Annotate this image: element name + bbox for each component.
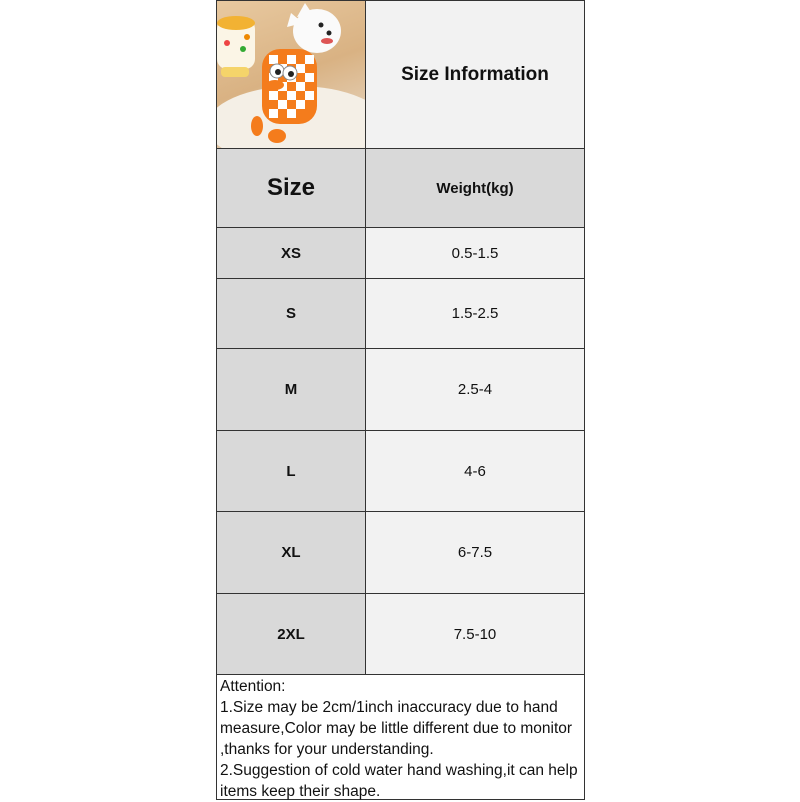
- weight-cell: 0.5-1.5: [365, 227, 585, 279]
- weight-cell: 4-6: [365, 430, 585, 512]
- weight-cell: 6-7.5: [365, 511, 585, 594]
- weight-column-header: Weight(kg): [365, 148, 585, 228]
- weight-cell: 2.5-4: [365, 348, 585, 431]
- attention-note: Attention: 1.Size may be 2cm/1inch inacc…: [216, 674, 585, 800]
- size-cell: S: [216, 278, 366, 349]
- weight-cell: 1.5-2.5: [365, 278, 585, 349]
- attention-line: 2.Suggestion of cold water hand washing,…: [220, 762, 578, 800]
- size-cell: M: [216, 348, 366, 431]
- attention-heading: Attention:: [220, 678, 286, 695]
- size-information-title: Size Information: [365, 0, 585, 149]
- attention-line: 1.Size may be 2cm/1inch inaccuracy due t…: [220, 699, 573, 758]
- size-cell: XS: [216, 227, 366, 279]
- size-cell: 2XL: [216, 593, 366, 675]
- size-cell: L: [216, 430, 366, 512]
- weight-cell: 7.5-10: [365, 593, 585, 675]
- size-cell: XL: [216, 511, 366, 594]
- size-column-header: Size: [216, 148, 366, 228]
- product-photo: [216, 0, 366, 149]
